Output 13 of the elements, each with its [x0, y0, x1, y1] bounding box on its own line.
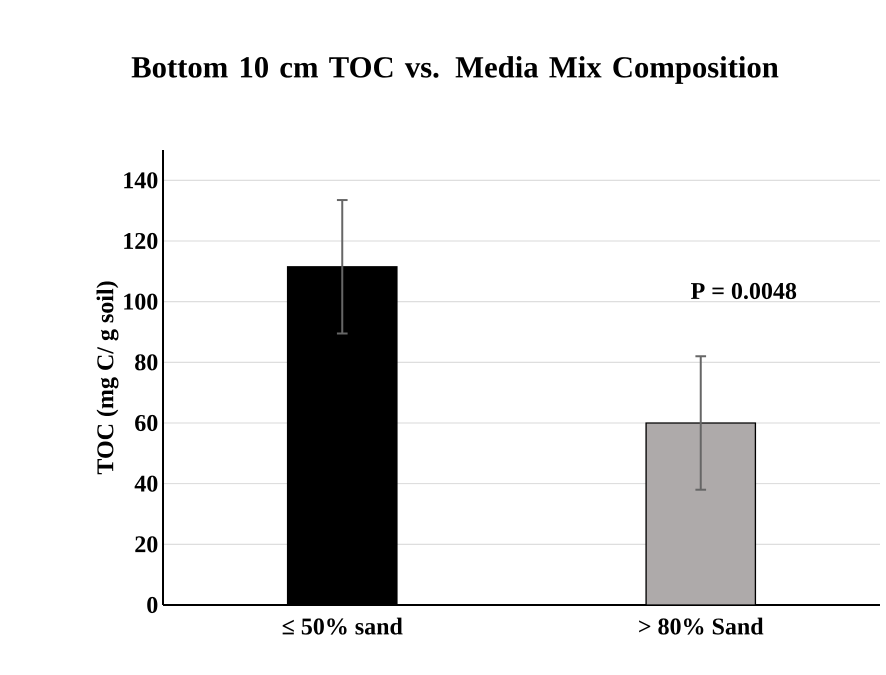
- x-tick-label: > 80% Sand: [639, 618, 764, 635]
- y-tick-label: 140: [124, 172, 158, 188]
- annotation: P = 0.0048: [691, 282, 796, 300]
- x-tick-label: ≤ 50% sand: [282, 618, 403, 635]
- y-tick-label: 100: [124, 294, 158, 310]
- chart-title: Bottom 10 cm TOC vs. Media Mix Composition: [132, 56, 778, 84]
- y-tick-label: 120: [124, 232, 158, 250]
- y-tick-label: 40: [134, 476, 158, 492]
- y-axis-title: TOC (mg C/ g soil): [96, 281, 118, 474]
- y-tick-label: 60: [135, 414, 158, 432]
- y-tick-label: 20: [135, 536, 158, 552]
- y-tick-label: 80: [135, 354, 158, 370]
- y-tick-label: 0: [147, 596, 158, 614]
